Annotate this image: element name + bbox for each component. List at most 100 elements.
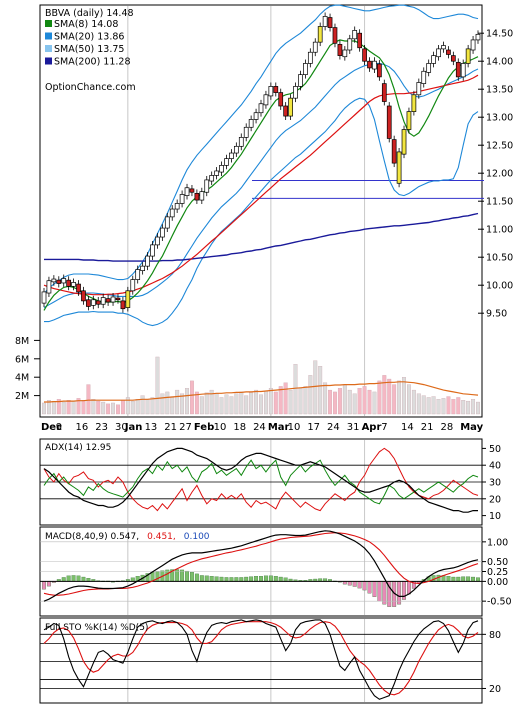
macd-histogram-bar bbox=[249, 576, 254, 582]
macd-histogram-bar bbox=[66, 575, 71, 582]
candle-body bbox=[135, 269, 141, 280]
price-tick-label: 9.50 bbox=[486, 309, 507, 320]
adx-tick-label: 20 bbox=[489, 494, 501, 505]
macd-histogram-bar bbox=[234, 577, 239, 582]
candle-body bbox=[381, 83, 387, 102]
bollinger-lower-line bbox=[44, 97, 479, 327]
volume-bar bbox=[416, 393, 421, 415]
volume-bar bbox=[106, 403, 111, 415]
volume-bar bbox=[263, 390, 268, 415]
candle-body bbox=[411, 94, 417, 112]
macd-histogram-bar bbox=[224, 577, 229, 582]
minus-di-line bbox=[43, 447, 479, 512]
stochastic-panel: 80 20 Full STO %K(14) %D(5) bbox=[39, 617, 501, 704]
candlesticks bbox=[41, 12, 481, 313]
candle-body bbox=[219, 165, 224, 173]
candle-body bbox=[352, 30, 358, 40]
candle-body bbox=[199, 191, 205, 201]
price-indicator-lines bbox=[43, 4, 479, 327]
candle-body bbox=[155, 236, 160, 246]
macd-histogram-bar bbox=[190, 572, 194, 582]
volume-bar bbox=[328, 389, 332, 415]
volume-bar bbox=[194, 391, 199, 415]
adx-tick-label: 40 bbox=[489, 461, 501, 472]
macd-histogram-bar bbox=[352, 581, 357, 587]
sma8-line bbox=[43, 39, 479, 311]
candle-body bbox=[115, 297, 121, 301]
volume-bar bbox=[56, 399, 61, 415]
volume-bar bbox=[313, 360, 318, 415]
volume-bar bbox=[239, 391, 244, 415]
adx-label: ADX(14) 12.95 bbox=[45, 443, 111, 453]
volume-bar bbox=[342, 384, 347, 415]
candle-body bbox=[450, 55, 456, 62]
candle-body bbox=[209, 175, 215, 182]
volume-bar bbox=[278, 386, 283, 415]
date-label: Feb bbox=[194, 422, 214, 433]
macd-histogram-bar bbox=[130, 577, 135, 582]
candle-body bbox=[288, 97, 293, 117]
macd-panel: 1.00 0.500.250.00 -0.50 MACD(8,40,9) 0.547… bbox=[39, 526, 512, 617]
date-label: 24 bbox=[253, 422, 266, 433]
volume-tick-label: 4M bbox=[15, 373, 29, 384]
macd-histogram-bar bbox=[199, 575, 204, 582]
macd-line bbox=[43, 530, 479, 602]
price-tick-label: 10.50 bbox=[486, 253, 513, 264]
candle-body bbox=[303, 63, 308, 75]
date-label: Jan bbox=[124, 422, 143, 433]
volume-bar bbox=[209, 389, 214, 415]
candle-body bbox=[347, 38, 353, 51]
candle-body bbox=[86, 299, 91, 307]
candle-body bbox=[391, 139, 397, 164]
candle-body bbox=[76, 283, 81, 293]
date-label: 23 bbox=[95, 422, 108, 433]
stoch-tick-label: 80 bbox=[489, 630, 501, 641]
volume-bar bbox=[66, 400, 71, 415]
adx-axis-ticks: 50 40 30 20 10 bbox=[482, 444, 501, 522]
candle-body bbox=[140, 265, 145, 271]
volume-bar bbox=[397, 380, 402, 415]
sma50-line bbox=[43, 74, 479, 296]
volume-bar bbox=[357, 388, 362, 415]
macd-histogram-bar bbox=[446, 576, 451, 582]
price-tick-label: 11.00 bbox=[486, 225, 513, 236]
volume-bar bbox=[101, 401, 106, 415]
macd-histogram-bar bbox=[357, 581, 362, 589]
macd-histogram-bar bbox=[466, 576, 471, 582]
volume-bar bbox=[337, 388, 342, 415]
volume-bar bbox=[372, 391, 377, 415]
volume-bar bbox=[298, 388, 303, 415]
volume-bar bbox=[120, 400, 125, 415]
candle-body bbox=[120, 300, 126, 310]
candle-body bbox=[377, 63, 382, 78]
candle-body bbox=[169, 208, 175, 218]
volume-bar bbox=[91, 399, 96, 415]
volume-bars bbox=[42, 356, 480, 415]
volume-bar bbox=[431, 396, 436, 415]
volume-tick-label: 6M bbox=[15, 354, 29, 365]
macd-histogram-bar bbox=[476, 577, 480, 582]
stoch-label: Full STO %K(14) %D(5) bbox=[45, 623, 148, 633]
volume-bar bbox=[185, 388, 189, 415]
date-label: 21 bbox=[164, 422, 177, 433]
price-tick-label: 11.50 bbox=[486, 197, 513, 208]
macd-hist-label: 0.100 bbox=[184, 532, 210, 542]
candle-body bbox=[446, 49, 451, 55]
volume-bar bbox=[441, 398, 446, 415]
candle-body bbox=[322, 16, 328, 27]
date-label: Mar bbox=[268, 422, 290, 433]
candle-body bbox=[90, 299, 96, 306]
candle-body bbox=[233, 145, 239, 154]
stoch-k-line bbox=[43, 619, 479, 700]
volume-moving-average bbox=[44, 381, 479, 403]
volume-bar bbox=[165, 391, 170, 415]
candle-body bbox=[263, 94, 269, 106]
volume-bar bbox=[254, 389, 259, 415]
volume-bar bbox=[150, 397, 155, 415]
volume-bar bbox=[476, 401, 480, 415]
volume-bar bbox=[42, 402, 46, 415]
date-label: 14 bbox=[401, 422, 414, 433]
volume-bar bbox=[204, 392, 209, 415]
volume-bar bbox=[51, 400, 56, 415]
